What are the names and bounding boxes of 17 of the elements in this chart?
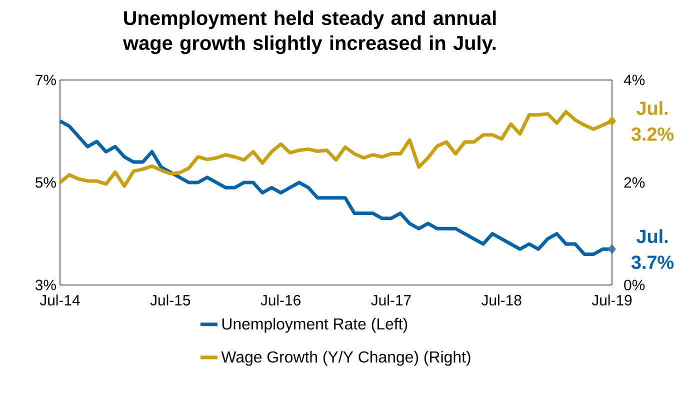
x-tick-label: Jul-16	[260, 294, 300, 306]
x-tick-label: Jul-18	[481, 294, 522, 306]
x-tick-label: Jul-15	[150, 294, 190, 306]
y2-tick-label: 4%	[624, 74, 645, 86]
y-tick-label: 7%	[36, 74, 56, 86]
x-tick-label: Jul-14	[40, 294, 80, 306]
annotation: Jul. 3.2%	[631, 101, 674, 141]
legend-label: Wage Growth (Y/Y Change) (Right)	[221, 350, 470, 366]
legend-label: Unemployment Rate (Left)	[222, 318, 408, 333]
y2-tick-label: 2%	[624, 177, 645, 188]
x-tick-label: Jul-17	[371, 294, 411, 306]
annotation: Jul. 3.7%	[631, 229, 674, 270]
y-tick-label: 5%	[35, 177, 56, 188]
y-tick-label: 3%	[35, 280, 56, 290]
chart-title: Unemployment held steady and annual wage growth slightly increased in July.	[123, 10, 496, 54]
y2-tick-label: 0%	[624, 280, 645, 290]
x-tick-label: Jul-19	[592, 294, 632, 306]
